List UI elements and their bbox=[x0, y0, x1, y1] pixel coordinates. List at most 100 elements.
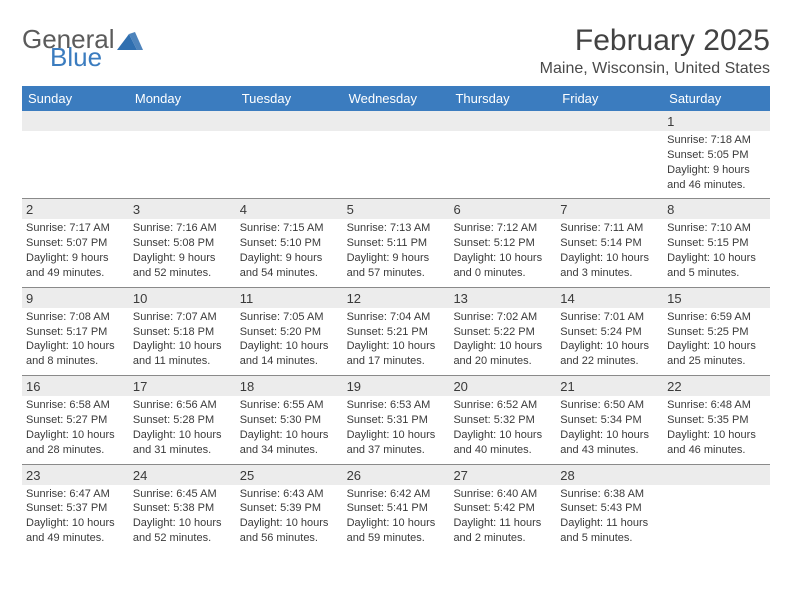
sunset-text: Sunset: 5:11 PM bbox=[347, 236, 446, 251]
day-number: 5 bbox=[343, 199, 450, 219]
day-number: 25 bbox=[236, 465, 343, 485]
daylight-text-1: Daylight: 9 hours bbox=[133, 251, 232, 266]
sunrise-text: Sunrise: 7:10 AM bbox=[667, 221, 766, 236]
sunset-text: Sunset: 5:37 PM bbox=[26, 501, 125, 516]
day-details: Sunrise: 6:55 AMSunset: 5:30 PMDaylight:… bbox=[236, 396, 343, 463]
sunrise-text: Sunrise: 7:07 AM bbox=[133, 310, 232, 325]
daylight-text-2: and 59 minutes. bbox=[347, 531, 446, 546]
daylight-text-1: Daylight: 10 hours bbox=[560, 251, 659, 266]
calendar-empty-cell bbox=[449, 111, 556, 198]
calendar-day-cell: 9Sunrise: 7:08 AMSunset: 5:17 PMDaylight… bbox=[22, 288, 129, 375]
sunrise-text: Sunrise: 7:02 AM bbox=[453, 310, 552, 325]
day-details: Sunrise: 7:13 AMSunset: 5:11 PMDaylight:… bbox=[343, 219, 450, 286]
day-number bbox=[449, 111, 556, 131]
calendar-day-cell: 23Sunrise: 6:47 AMSunset: 5:37 PMDayligh… bbox=[22, 465, 129, 552]
daylight-text-2: and 2 minutes. bbox=[453, 531, 552, 546]
calendar-week-row: 2Sunrise: 7:17 AMSunset: 5:07 PMDaylight… bbox=[22, 198, 770, 286]
calendar-body: 1Sunrise: 7:18 AMSunset: 5:05 PMDaylight… bbox=[22, 111, 770, 552]
calendar-day-cell: 7Sunrise: 7:11 AMSunset: 5:14 PMDaylight… bbox=[556, 199, 663, 286]
sunset-text: Sunset: 5:31 PM bbox=[347, 413, 446, 428]
day-number bbox=[236, 111, 343, 131]
logo-blue: Blue bbox=[50, 44, 102, 70]
daylight-text-1: Daylight: 10 hours bbox=[667, 339, 766, 354]
daylight-text-1: Daylight: 10 hours bbox=[453, 339, 552, 354]
calendar-day-cell: 19Sunrise: 6:53 AMSunset: 5:31 PMDayligh… bbox=[343, 376, 450, 463]
calendar-empty-cell bbox=[663, 465, 770, 552]
day-number: 21 bbox=[556, 376, 663, 396]
sunset-text: Sunset: 5:41 PM bbox=[347, 501, 446, 516]
calendar-week-row: 16Sunrise: 6:58 AMSunset: 5:27 PMDayligh… bbox=[22, 375, 770, 463]
day-details bbox=[343, 131, 450, 139]
day-number bbox=[556, 111, 663, 131]
day-number bbox=[343, 111, 450, 131]
sunset-text: Sunset: 5:35 PM bbox=[667, 413, 766, 428]
day-number bbox=[129, 111, 236, 131]
day-details bbox=[236, 131, 343, 139]
sunrise-text: Sunrise: 6:45 AM bbox=[133, 487, 232, 502]
day-details: Sunrise: 6:52 AMSunset: 5:32 PMDaylight:… bbox=[449, 396, 556, 463]
daylight-text-1: Daylight: 9 hours bbox=[667, 163, 766, 178]
weekday-header-cell: Saturday bbox=[663, 86, 770, 111]
sunset-text: Sunset: 5:21 PM bbox=[347, 325, 446, 340]
calendar-day-cell: 13Sunrise: 7:02 AMSunset: 5:22 PMDayligh… bbox=[449, 288, 556, 375]
sunrise-text: Sunrise: 7:17 AM bbox=[26, 221, 125, 236]
day-details bbox=[449, 131, 556, 139]
day-details: Sunrise: 7:01 AMSunset: 5:24 PMDaylight:… bbox=[556, 308, 663, 375]
sunset-text: Sunset: 5:42 PM bbox=[453, 501, 552, 516]
day-details bbox=[556, 131, 663, 139]
daylight-text-1: Daylight: 10 hours bbox=[347, 339, 446, 354]
sunset-text: Sunset: 5:08 PM bbox=[133, 236, 232, 251]
sunrise-text: Sunrise: 6:42 AM bbox=[347, 487, 446, 502]
sunrise-text: Sunrise: 6:52 AM bbox=[453, 398, 552, 413]
sunset-text: Sunset: 5:12 PM bbox=[453, 236, 552, 251]
daylight-text-2: and 3 minutes. bbox=[560, 266, 659, 281]
calendar-day-cell: 6Sunrise: 7:12 AMSunset: 5:12 PMDaylight… bbox=[449, 199, 556, 286]
weekday-header-cell: Monday bbox=[129, 86, 236, 111]
day-number: 14 bbox=[556, 288, 663, 308]
sunset-text: Sunset: 5:28 PM bbox=[133, 413, 232, 428]
day-number: 8 bbox=[663, 199, 770, 219]
daylight-text-1: Daylight: 10 hours bbox=[240, 339, 339, 354]
day-details: Sunrise: 6:45 AMSunset: 5:38 PMDaylight:… bbox=[129, 485, 236, 552]
day-details: Sunrise: 6:53 AMSunset: 5:31 PMDaylight:… bbox=[343, 396, 450, 463]
day-number: 26 bbox=[343, 465, 450, 485]
calendar-empty-cell bbox=[556, 111, 663, 198]
sunrise-text: Sunrise: 7:04 AM bbox=[347, 310, 446, 325]
calendar-empty-cell bbox=[236, 111, 343, 198]
daylight-text-1: Daylight: 10 hours bbox=[240, 516, 339, 531]
daylight-text-1: Daylight: 11 hours bbox=[560, 516, 659, 531]
logo: General Blue bbox=[22, 24, 143, 70]
daylight-text-2: and 46 minutes. bbox=[667, 443, 766, 458]
day-details: Sunrise: 7:17 AMSunset: 5:07 PMDaylight:… bbox=[22, 219, 129, 286]
day-number: 1 bbox=[663, 111, 770, 131]
calendar-day-cell: 12 Sunrise: 7:04 AMSunset: 5:21 PMDayligh… bbox=[343, 288, 450, 375]
day-number: 23 bbox=[22, 465, 129, 485]
calendar-day-cell: 11Sunrise: 7:05 AMSunset: 5:20 PMDayligh… bbox=[236, 288, 343, 375]
daylight-text-2: and 5 minutes. bbox=[667, 266, 766, 281]
day-number: 22 bbox=[663, 376, 770, 396]
calendar-day-cell: 21Sunrise: 6:50 AMSunset: 5:34 PMDayligh… bbox=[556, 376, 663, 463]
daylight-text-2: and 43 minutes. bbox=[560, 443, 659, 458]
day-number: 12 bbox=[343, 288, 450, 308]
calendar-day-cell: 14Sunrise: 7:01 AMSunset: 5:24 PMDayligh… bbox=[556, 288, 663, 375]
sunrise-text: Sunrise: 6:55 AM bbox=[240, 398, 339, 413]
calendar-day-cell: 18Sunrise: 6:55 AMSunset: 5:30 PMDayligh… bbox=[236, 376, 343, 463]
header: General Blue February 2025 Maine, Wiscon… bbox=[22, 24, 770, 78]
sunset-text: Sunset: 5:05 PM bbox=[667, 148, 766, 163]
daylight-text-1: Daylight: 10 hours bbox=[26, 428, 125, 443]
sunrise-text: Sunrise: 7:08 AM bbox=[26, 310, 125, 325]
day-number: 28 bbox=[556, 465, 663, 485]
weekday-header-cell: Thursday bbox=[449, 86, 556, 111]
day-details bbox=[22, 131, 129, 139]
day-details: Sunrise: 6:58 AMSunset: 5:27 PMDaylight:… bbox=[22, 396, 129, 463]
daylight-text-1: Daylight: 9 hours bbox=[347, 251, 446, 266]
daylight-text-1: Daylight: 10 hours bbox=[133, 339, 232, 354]
daylight-text-1: Daylight: 10 hours bbox=[26, 516, 125, 531]
calendar-page: General Blue February 2025 Maine, Wiscon… bbox=[0, 0, 792, 552]
sunrise-text: Sunrise: 7:01 AM bbox=[560, 310, 659, 325]
day-number bbox=[22, 111, 129, 131]
sunrise-text: Sunrise: 7:05 AM bbox=[240, 310, 339, 325]
weekday-header-cell: Sunday bbox=[22, 86, 129, 111]
sunset-text: Sunset: 5:20 PM bbox=[240, 325, 339, 340]
daylight-text-2: and 20 minutes. bbox=[453, 354, 552, 369]
